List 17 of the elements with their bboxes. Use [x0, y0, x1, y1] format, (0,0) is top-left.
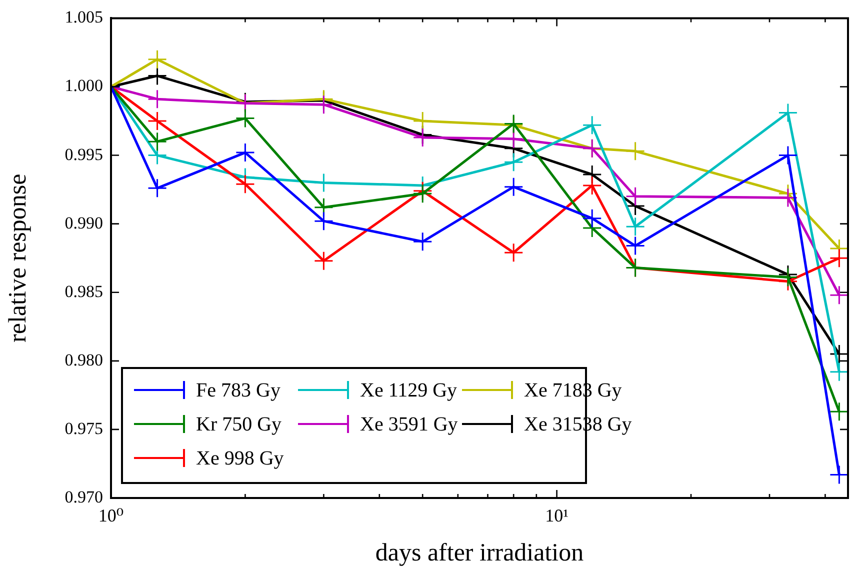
- y-tick-label: 0.980: [64, 350, 103, 370]
- x-tick-label: 10⁰: [98, 506, 124, 526]
- y-tick-label: 0.995: [64, 144, 103, 164]
- y-tick-label: 1.005: [64, 8, 103, 27]
- legend-label: Kr 750 Gy: [196, 413, 282, 436]
- y-tick-label: 1.000: [64, 76, 103, 96]
- y-tick-label: 0.975: [64, 418, 103, 438]
- legend-label: Fe 783 Gy: [196, 379, 280, 402]
- legend-label: Xe 3591 Gy: [360, 413, 458, 436]
- x-tick-label: 10¹: [545, 506, 568, 526]
- y-axis-title: relative response: [4, 174, 32, 342]
- y-tick-label: 0.970: [64, 487, 103, 506]
- y-tick-label: 0.990: [64, 213, 103, 232]
- legend-label: Xe 1129 Gy: [360, 379, 458, 402]
- legend-label: Xe 998 Gy: [196, 447, 284, 470]
- x-axis-title: days after irradiation: [375, 540, 584, 567]
- y-tick-label: 0.985: [64, 282, 103, 301]
